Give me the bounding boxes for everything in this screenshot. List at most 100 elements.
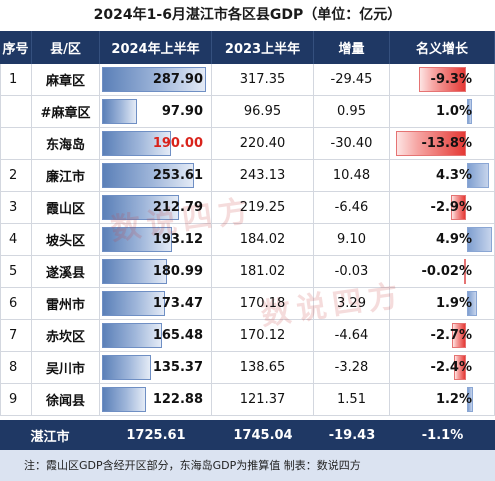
row-2023-text: 138.65 <box>239 360 286 375</box>
row-region: 吴川市 <box>32 352 100 383</box>
row-growth: -2.9% <box>390 192 495 223</box>
row-growth: 1.0% <box>390 96 495 127</box>
row-2024: 253.61 <box>100 160 212 191</box>
table-row: 东海岛 190.00 220.40 -30.40 -13.8% <box>0 128 495 160</box>
row-2024-text: 287.90 <box>152 72 203 87</box>
row-2024-text: 212.79 <box>152 200 203 215</box>
row-growth-text: 1.0% <box>435 104 472 119</box>
header-growth: 名义增长 <box>390 31 495 64</box>
row-growth: 1.2% <box>390 384 495 415</box>
value-bar <box>102 131 171 156</box>
row-2023-text: 243.13 <box>239 168 286 183</box>
row-2024: 193.12 <box>100 224 212 255</box>
row-2024: 165.48 <box>100 320 212 351</box>
growth-bar <box>467 99 472 124</box>
row-2023: 317.35 <box>212 64 314 95</box>
table-row: 6 雷州市 173.47 170.18 3.29 1.9% <box>0 288 495 320</box>
row-region-text: 东海岛 <box>45 138 85 153</box>
row-no: 7 <box>0 320 32 351</box>
row-growth: -0.02% <box>390 256 495 287</box>
row-delta-text: 0.95 <box>337 104 366 119</box>
table-header: 序号 县/区 2024年上半年 2023上半年 增量 名义增长 <box>0 31 495 64</box>
value-bar <box>102 163 194 188</box>
row-delta: -6.46 <box>314 192 390 223</box>
table-row: 2 廉江市 253.61 243.13 10.48 4.3% <box>0 160 495 192</box>
row-delta-text: -6.46 <box>334 200 369 215</box>
table-title: 2024年1-6月湛江市各区县GDP（单位：亿元） <box>0 0 495 31</box>
row-region: 遂溪县 <box>32 256 100 287</box>
row-2023: 219.25 <box>212 192 314 223</box>
growth-bar <box>419 67 466 92</box>
row-no: 2 <box>0 160 32 191</box>
row-2023-text: 121.37 <box>239 392 286 407</box>
total-growth: -1.1% <box>421 427 464 443</box>
value-bar <box>102 323 162 348</box>
row-2023: 181.02 <box>212 256 314 287</box>
row-growth-text: -9.3% <box>430 72 472 87</box>
row-growth-text: -13.8% <box>421 136 473 151</box>
row-region-text: 遂溪县 <box>45 266 85 281</box>
row-growth: -2.7% <box>390 320 495 351</box>
row-2023: 170.18 <box>212 288 314 319</box>
header-2023: 2023上半年 <box>212 31 314 64</box>
row-2023: 243.13 <box>212 160 314 191</box>
row-delta-text: -4.64 <box>334 328 369 343</box>
row-2024-text: 193.12 <box>152 232 203 247</box>
table-row: 8 吴川市 135.37 138.65 -3.28 -2.4% <box>0 352 495 384</box>
row-growth-text: 1.9% <box>435 296 472 311</box>
value-bar <box>102 67 206 92</box>
growth-bar <box>454 355 466 380</box>
row-no-text: 2 <box>9 168 18 183</box>
row-delta: -3.28 <box>314 352 390 383</box>
row-no <box>0 96 32 127</box>
row-no-text: 8 <box>9 360 18 375</box>
row-region: 雷州市 <box>32 288 100 319</box>
row-region: 徐闻县 <box>32 384 100 415</box>
table-row: #麻章区 97.90 96.95 0.95 1.0% <box>0 96 495 128</box>
row-no-text: 4 <box>9 232 18 247</box>
row-2024-text: 190.00 <box>152 136 203 151</box>
growth-bar <box>467 291 477 316</box>
value-bar <box>102 195 179 220</box>
value-bar <box>102 99 137 124</box>
row-region-text: 雷州市 <box>45 298 85 313</box>
row-growth: -9.3% <box>390 64 495 95</box>
row-no-text: 7 <box>9 328 18 343</box>
row-no-text: 6 <box>9 296 18 311</box>
row-no: 4 <box>0 224 32 255</box>
row-delta: 1.51 <box>314 384 390 415</box>
row-no-text: 1 <box>9 72 18 87</box>
row-no <box>0 128 32 159</box>
row-delta-text: 1.51 <box>337 392 366 407</box>
growth-bar <box>451 195 466 220</box>
table-row: 1 麻章区 287.90 317.35 -29.45 -9.3% <box>0 64 495 96</box>
row-delta: 10.48 <box>314 160 390 191</box>
row-region-text: 徐闻县 <box>45 394 85 409</box>
row-2023-text: 170.18 <box>239 296 286 311</box>
growth-bar <box>467 163 489 188</box>
row-no: 8 <box>0 352 32 383</box>
row-no-text: 3 <box>9 200 18 215</box>
row-2024-text: 253.61 <box>152 168 203 183</box>
header-no: 序号 <box>0 31 32 64</box>
growth-bar <box>467 227 492 252</box>
row-2024-text: 173.47 <box>152 296 203 311</box>
value-bar <box>102 387 146 412</box>
table-row: 7 赤坎区 165.48 170.12 -4.64 -2.7% <box>0 320 495 352</box>
row-growth: 1.9% <box>390 288 495 319</box>
row-delta: 3.29 <box>314 288 390 319</box>
row-2024: 135.37 <box>100 352 212 383</box>
row-growth: -2.4% <box>390 352 495 383</box>
row-2023-text: 96.95 <box>243 104 282 119</box>
row-growth-text: -2.4% <box>430 360 472 375</box>
row-growth-text: 4.9% <box>435 232 472 247</box>
row-no: 5 <box>0 256 32 287</box>
table-note: 注：霞山区GDP含经开区部分，东海岛GDP为推算值 制表：数说四方 <box>0 450 495 481</box>
table-body: 1 麻章区 287.90 317.35 -29.45 -9.3% #麻章区 97.90 96.9… <box>0 64 495 416</box>
table-row: 5 遂溪县 180.99 181.02 -0.03 -0.02% <box>0 256 495 288</box>
table-row: 4 坡头区 193.12 184.02 9.10 4.9% <box>0 224 495 256</box>
row-growth-text: -2.7% <box>430 328 472 343</box>
row-growth: 4.3% <box>390 160 495 191</box>
row-2023: 184.02 <box>212 224 314 255</box>
row-region: 麻章区 <box>32 64 100 95</box>
